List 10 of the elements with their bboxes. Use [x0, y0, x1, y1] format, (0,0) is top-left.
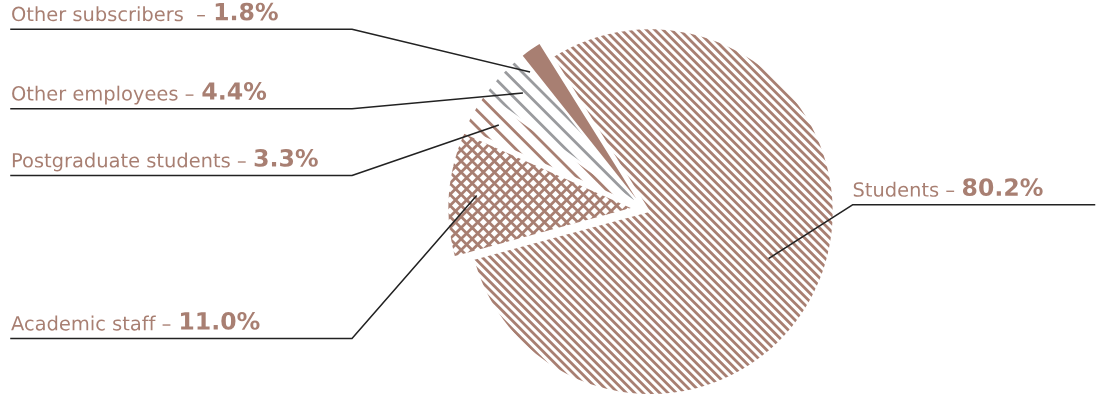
slice-label: Academic staff –: [11, 315, 171, 331]
slice-label: Postgraduate students –: [12, 152, 246, 172]
data-label: 4.4%: [202, 82, 267, 100]
data-label: 80.2%: [962, 178, 1043, 197]
data-label: 1.8%: [215, 2, 278, 21]
data-label: 11.0%: [181, 311, 260, 330]
slice-label: Other employees –: [12, 85, 194, 105]
slice-label: Students –: [853, 181, 955, 197]
slice-label: Other subscribers –: [12, 6, 205, 22]
data-label: 3.3%: [254, 148, 318, 167]
